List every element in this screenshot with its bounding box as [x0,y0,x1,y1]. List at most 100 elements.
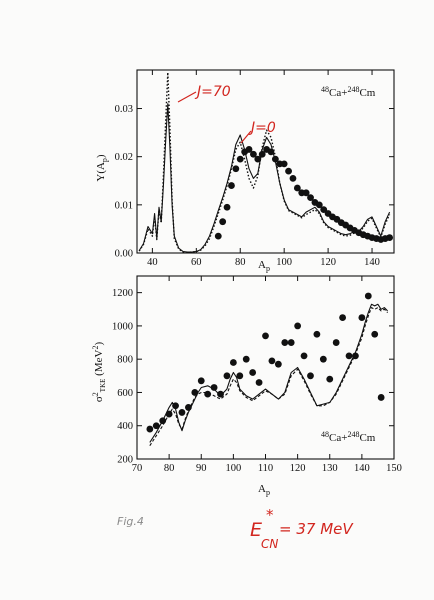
bottom-data-point [185,404,192,411]
top-data-point [307,194,314,202]
bottom-x-tick-label: 80 [164,463,175,474]
annotation-j0: J=0 [248,120,276,136]
top-data-point [258,150,266,158]
top-data-point [386,234,394,241]
bottom-data-point [294,322,302,330]
top-y-tick-label: 0.01 [115,200,133,211]
top-data-point [271,155,279,163]
top-plot-frame [136,69,395,254]
bottom-data-point [197,377,205,385]
bottom-series-lines [149,303,388,446]
top-y-tick-label: 0.03 [115,104,133,115]
bottom-data-point [178,409,186,416]
top-data-point [245,146,253,153]
annotation-j0-pointer [240,130,252,144]
top-reaction-label: 48Ca+248Cm [321,85,376,99]
bottom-y-tick-label: 800 [117,355,133,366]
bottom-x-tick-label: 120 [290,463,306,474]
energy-subscript: CN [261,537,278,551]
top-data-point [254,155,262,163]
bottom-x-tick-labels: 70 80 90 100 110 120 130 140 150 [132,463,402,474]
bottom-data-point [287,339,295,346]
top-data-point [320,206,328,214]
bottom-data-point [229,359,237,366]
annotation-j70-pointer [177,91,197,103]
bottom-y-tick-label: 200 [117,455,133,466]
bottom-data-point [172,402,179,410]
top-data-point [267,148,275,156]
top-y-axis-label: Y(Ap) [95,154,109,182]
bottom-y-tick-label: 1200 [112,288,133,299]
bottom-data-point [319,355,327,363]
bottom-data-point [223,372,231,380]
bottom-y-tick-label: 400 [117,421,133,432]
bottom-data-point [236,372,244,380]
bottom-data-point [159,417,167,425]
top-data-point [219,218,227,226]
bottom-data-point [255,379,263,386]
top-data-point [232,165,240,173]
bottom-data-point [281,339,289,346]
energy-symbol: E [250,519,262,541]
top-data-point [293,184,301,192]
top-x-tick-label: 120 [320,257,336,268]
bottom-solid-curve [149,303,388,443]
energy-value: = 37 MeV [279,520,354,538]
bottom-data-point [210,384,218,391]
top-data-point [236,155,244,163]
bottom-x-tick-label: 110 [258,463,273,474]
bottom-x-axis-label: Ap [258,483,270,497]
top-y-tick-label: 0.02 [115,152,133,163]
bottom-x-tick-label: 70 [132,463,143,474]
bottom-data-point [146,425,154,433]
top-axis-ticks [137,70,394,254]
bottom-dashed-curve [149,307,388,446]
bottom-axis-ticks [136,276,395,460]
bottom-x-tick-label: 140 [354,463,370,474]
top-x-tick-label: 100 [276,257,292,268]
top-data-point [214,232,222,240]
figure-label-handwritten: Fig.4 [117,515,144,528]
bottom-reaction-label: 48Ca+248Cm [321,430,376,444]
top-x-tick-label: 40 [147,257,158,268]
top-x-tick-labels: 40 60 80 100 120 140 [147,257,380,268]
bottom-data-point [326,375,334,383]
bottom-data-point [345,352,353,360]
top-dotted-curve [138,71,391,254]
bottom-data-point [352,352,359,360]
bottom-x-tick-label: 90 [196,463,207,474]
bottom-data-point [242,355,250,363]
top-data-point [228,182,235,189]
bottom-series-points [146,292,385,433]
bottom-data-point [313,330,321,338]
bottom-data-point [204,390,212,398]
bottom-data-point [268,357,276,365]
top-data-point [250,150,257,158]
bottom-y-axis-label: σ2TKE (MeV2) [91,342,107,403]
bottom-data-point [274,360,282,368]
annotation-j70: J=70 [194,84,231,100]
bottom-data-point [217,390,224,398]
top-series-points [214,146,394,243]
bottom-x-tick-label: 100 [226,463,242,474]
bottom-data-point [364,292,372,300]
bottom-y-tick-label: 600 [117,388,133,399]
energy-star: * [266,506,274,524]
top-chart: 40 60 80 100 120 140 0.00 0.01 0.02 0.03 Y(Ap) A… [95,69,395,273]
bottom-data-point [377,394,385,401]
bottom-y-tick-label: 1000 [112,321,133,332]
bottom-data-point [300,352,308,360]
top-solid-curve [138,103,391,253]
top-data-point [315,201,323,209]
bottom-chart: 70 80 90 100 110 120 130 140 150 200 400 600 800 100… [91,275,402,497]
top-data-point [223,203,231,211]
bottom-data-point [358,314,366,321]
top-data-point [285,167,292,175]
bottom-data-point [371,330,379,338]
bottom-data-point [191,389,199,396]
top-data-point [289,174,297,182]
bottom-x-tick-label: 150 [386,463,402,474]
top-x-tick-label: 80 [235,257,246,268]
